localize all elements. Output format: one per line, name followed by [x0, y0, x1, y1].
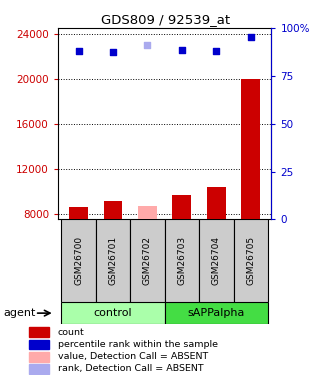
Bar — [199, 219, 234, 302]
Bar — [241, 79, 260, 219]
Text: GSM26705: GSM26705 — [246, 236, 255, 285]
Text: control: control — [94, 308, 132, 318]
Bar — [207, 187, 226, 219]
Text: GSM26700: GSM26700 — [74, 236, 83, 285]
Bar — [165, 302, 268, 324]
Text: GSM26704: GSM26704 — [212, 236, 221, 285]
Text: value, Detection Call = ABSENT: value, Detection Call = ABSENT — [58, 352, 208, 361]
Bar — [104, 201, 122, 219]
Bar — [96, 219, 130, 302]
Text: GSM26703: GSM26703 — [177, 236, 186, 285]
Point — [110, 49, 116, 55]
Bar — [29, 327, 49, 337]
Point — [145, 42, 150, 48]
Text: GSM26701: GSM26701 — [109, 236, 118, 285]
Bar — [69, 207, 88, 219]
Text: sAPPalpha: sAPPalpha — [188, 308, 245, 318]
Bar — [61, 302, 165, 324]
Bar — [130, 219, 165, 302]
Point — [179, 46, 185, 53]
Bar — [29, 364, 49, 374]
Bar — [172, 195, 191, 219]
Bar — [61, 219, 96, 302]
Point — [248, 34, 254, 40]
Text: GSM26702: GSM26702 — [143, 236, 152, 285]
Text: rank, Detection Call = ABSENT: rank, Detection Call = ABSENT — [58, 364, 203, 374]
Text: GDS809 / 92539_at: GDS809 / 92539_at — [101, 13, 230, 26]
Bar — [165, 219, 199, 302]
Text: agent: agent — [3, 308, 36, 318]
Bar — [138, 206, 157, 219]
Point — [214, 48, 219, 54]
Bar — [234, 219, 268, 302]
Bar — [29, 340, 49, 350]
Bar — [29, 352, 49, 362]
Point — [76, 48, 81, 54]
Text: percentile rank within the sample: percentile rank within the sample — [58, 340, 218, 349]
Text: count: count — [58, 328, 84, 337]
